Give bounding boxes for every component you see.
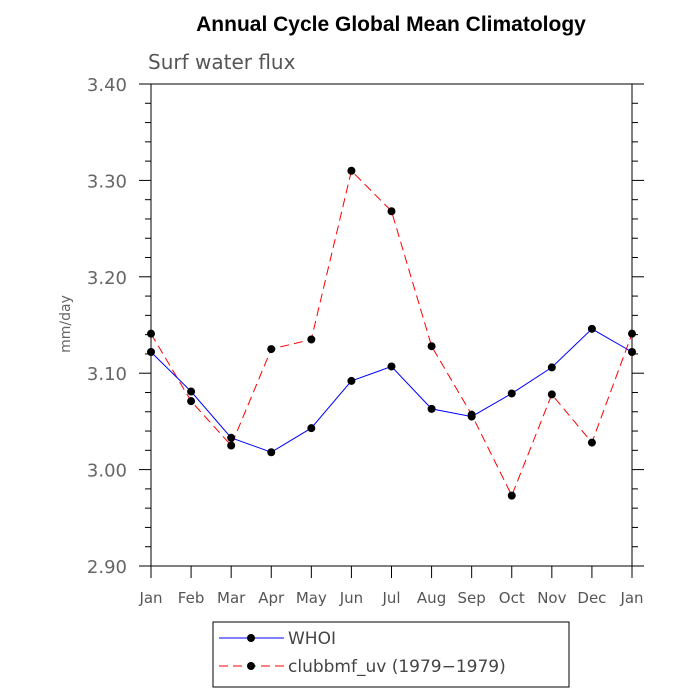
x-tick-label: Jul — [381, 589, 400, 607]
x-tick-label: May — [296, 589, 327, 607]
x-tick-labels: Jan Feb Mar Apr May Jun Jul Aug Sep Oct Nov Dec Jan — [138, 589, 643, 607]
data-point — [227, 433, 236, 442]
x-tick-label: Sep — [458, 589, 486, 607]
x-tick-label: Aug — [417, 589, 446, 607]
data-point — [547, 390, 556, 399]
data-point — [467, 412, 476, 421]
y-tick-label: 3.00 — [87, 461, 127, 482]
x-tick-label: Dec — [577, 589, 606, 607]
data-point — [587, 324, 596, 333]
data-point — [387, 362, 396, 371]
data-point — [587, 438, 596, 447]
x-tick-label: Jan — [619, 589, 643, 607]
axis-ticks — [139, 83, 644, 578]
series-line-clubbmf — [150, 169, 633, 497]
series-group — [147, 166, 636, 500]
data-point — [227, 441, 236, 450]
data-point — [267, 448, 276, 457]
legend-marker — [247, 662, 255, 670]
data-point — [347, 376, 356, 385]
data-point — [307, 335, 316, 344]
x-tick-label: Apr — [258, 589, 285, 607]
plot-frame — [150, 83, 633, 567]
legend-marker — [247, 634, 255, 642]
y-tick-label: 3.20 — [87, 268, 127, 289]
y-tick-label: 2.90 — [87, 557, 127, 578]
y-tick-labels: 2.90 3.00 3.10 3.20 3.30 3.40 — [87, 75, 127, 578]
legend-box — [212, 621, 570, 688]
y-tick-label: 3.30 — [87, 171, 127, 192]
data-point — [147, 347, 155, 356]
y-tick-label: 3.10 — [87, 364, 127, 385]
data-point — [507, 491, 516, 500]
series-line-whoi — [150, 328, 633, 453]
y-axis-label: mm/day — [58, 295, 74, 353]
x-tick-label: Oct — [499, 589, 525, 607]
x-tick-label: Jun — [339, 589, 363, 607]
data-point — [387, 207, 396, 216]
data-point — [547, 363, 556, 372]
data-point — [187, 397, 196, 406]
chart-title: Annual Cycle Global Mean Climatology — [196, 13, 586, 36]
x-tick-label: Feb — [178, 589, 205, 607]
legend: WHOI clubbmf_uv (1979−1979) — [212, 621, 570, 688]
x-tick-label: Mar — [217, 589, 246, 607]
data-point — [347, 166, 356, 175]
data-point — [628, 347, 636, 356]
data-point — [628, 329, 636, 338]
data-point — [427, 342, 436, 351]
chart-subtitle: Surf water flux — [148, 50, 296, 74]
data-point — [307, 424, 316, 433]
data-point — [427, 404, 436, 413]
legend-label: clubbmf_uv (1979−1979) — [288, 657, 506, 677]
x-tick-label: Jan — [138, 589, 162, 607]
legend-label: WHOI — [288, 629, 336, 649]
y-tick-label: 3.40 — [87, 75, 127, 96]
data-point — [147, 329, 155, 338]
x-tick-label: Nov — [537, 589, 566, 607]
data-point — [507, 389, 516, 398]
data-point — [267, 345, 276, 354]
data-point — [187, 387, 196, 396]
